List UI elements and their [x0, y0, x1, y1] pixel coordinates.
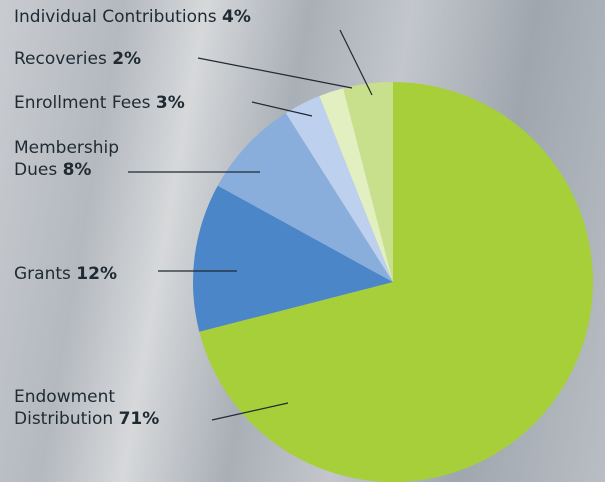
- pie-slice: [343, 82, 393, 282]
- pie-slice: [319, 88, 393, 282]
- value-label: 2%: [112, 49, 142, 69]
- slice-label: Individual Contributions 4%: [14, 6, 374, 28]
- value-label: 4%: [222, 7, 251, 27]
- slice-label: Membership Dues 8%: [14, 137, 139, 181]
- pie-slice: [193, 185, 393, 332]
- value-label: 12%: [76, 264, 117, 284]
- value-label: 71%: [118, 409, 160, 429]
- category-name: Recoveries: [14, 49, 107, 69]
- slice-label: Enrollment Fees 3%: [14, 92, 274, 114]
- pie-slice: [285, 96, 393, 282]
- leader-line: [197, 57, 353, 89]
- pie-slice: [199, 82, 593, 482]
- value-label: 3%: [155, 93, 185, 113]
- slice-label: Grants 12%: [14, 263, 214, 285]
- leader-line: [251, 101, 313, 117]
- leader-line: [211, 402, 289, 421]
- category-name: Individual Contributions: [14, 7, 217, 27]
- value-label: 8%: [62, 160, 92, 180]
- leader-line: [339, 29, 373, 96]
- category-name: Enrollment Fees: [14, 93, 151, 113]
- category-name: Membership Dues: [14, 138, 120, 180]
- slice-label: Recoveries 2%: [14, 48, 274, 70]
- slice-label: Endowment Distribution 71%: [14, 386, 174, 430]
- category-name: Endowment Distribution: [14, 387, 116, 429]
- pie-slice: [217, 113, 393, 282]
- category-name: Grants: [14, 264, 71, 284]
